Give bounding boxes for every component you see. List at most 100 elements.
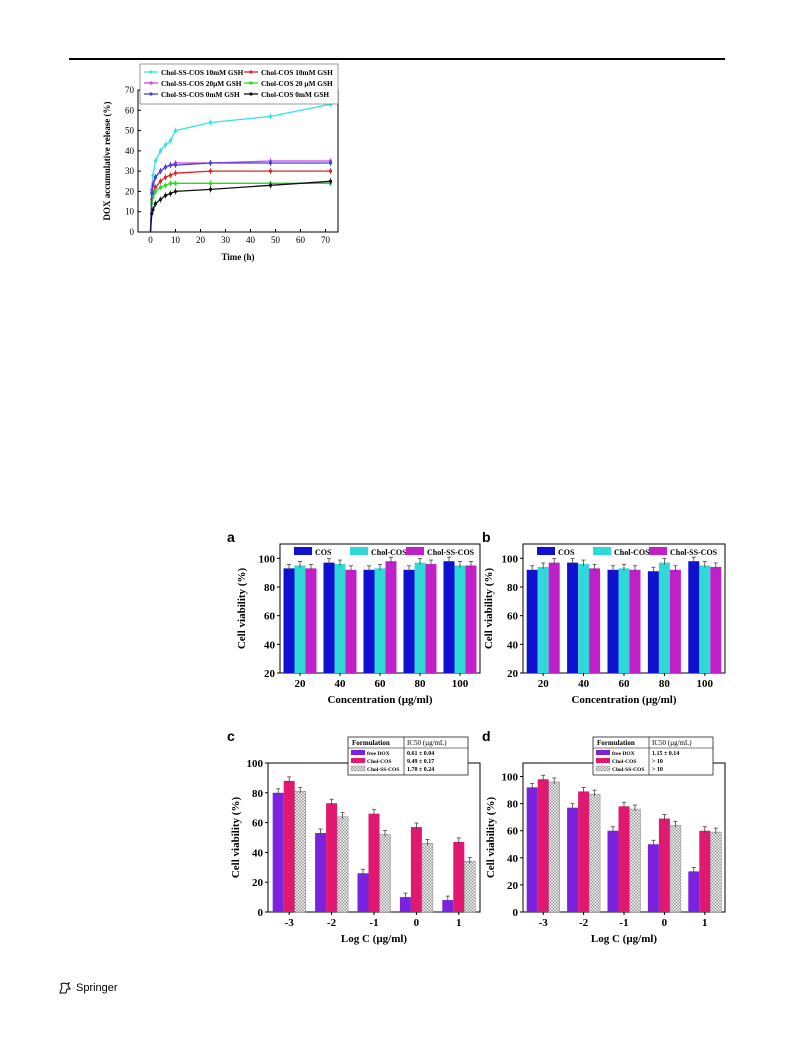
y-tick-label: 20 [507, 880, 519, 892]
panel-letter: d [482, 728, 491, 744]
bar [294, 565, 306, 673]
x-tick-label: 1 [456, 917, 462, 929]
legend-header: Formulation [597, 739, 635, 747]
legend-label: Chol-COS [612, 759, 636, 765]
legend-box [139, 63, 339, 105]
bar [425, 564, 437, 673]
bar [315, 833, 327, 912]
bar [578, 564, 590, 673]
legend-label: Chol-SS-COS [670, 548, 718, 557]
legend-label: Chol-SS-COS 10mM GSH [161, 68, 244, 77]
x-tick-label: 80 [659, 678, 671, 690]
data-point [328, 161, 333, 165]
viability-chart-a: a 20 40 60 80 100 20 40 60 80 100 Concentration (µg… [227, 529, 481, 706]
data-point [158, 185, 163, 189]
legend-label: COS [558, 548, 575, 557]
bar [465, 565, 477, 673]
data-point [168, 173, 173, 177]
legend-label: Chol-SS-COS [367, 767, 399, 773]
x-tick-label: 40 [335, 678, 347, 690]
bar [669, 825, 682, 913]
header-rule [69, 58, 725, 60]
legend-swatch [596, 750, 610, 755]
y-tick-label: 80 [264, 582, 276, 594]
viability-chart-c: c 0 20 40 60 80 100 -3 -2 -1 0 1 Log C (µg/ml) Cell v… [227, 728, 481, 945]
legend-swatch [350, 765, 366, 772]
data-point [173, 163, 178, 167]
bar [548, 562, 560, 673]
y-tick-label: 80 [252, 788, 264, 800]
y-tick-label: 40 [507, 639, 519, 651]
data-point [168, 163, 173, 167]
bar [283, 780, 295, 912]
y-tick-label: 70 [125, 85, 135, 95]
y-tick-label: 20 [252, 877, 264, 889]
bar [688, 871, 700, 912]
y-tick-label: 80 [507, 799, 519, 811]
legend-label: Chol-COS 20 µM GSH [261, 79, 333, 88]
bar [464, 861, 476, 913]
y-axis-label: DOX accumulative release (%) [102, 101, 112, 220]
legend-label: Chol-SS-COS [427, 548, 475, 557]
bar [647, 571, 659, 673]
bar [567, 562, 579, 673]
legend-box [592, 736, 714, 776]
publisher-name: Springer [76, 982, 118, 994]
legend-swatch [649, 547, 667, 555]
bar [283, 568, 295, 673]
bar [326, 803, 338, 912]
x-tick-label: 100 [452, 678, 469, 690]
data-point [168, 181, 173, 185]
data-point [151, 208, 155, 212]
bar [414, 562, 426, 673]
data-point [153, 159, 158, 163]
data-point [158, 197, 163, 202]
ic50-value: 1.15 ± 0.14 [652, 751, 679, 757]
data-point [328, 179, 333, 183]
y-tick-label: 60 [125, 105, 135, 115]
bar [421, 843, 434, 913]
bar [669, 569, 681, 673]
x-axis-label: Time (h) [221, 252, 254, 262]
data-point [158, 169, 163, 173]
legend-label: Chol-SS-COS 0mM GSH [161, 90, 240, 99]
data-point [153, 175, 158, 179]
y-tick-label: 0 [258, 907, 264, 919]
x-axis-label: Concentration (µg/ml) [571, 694, 676, 706]
bar [363, 569, 375, 673]
data-point [268, 169, 273, 173]
bar [658, 818, 670, 912]
bar [537, 566, 549, 673]
bar [699, 565, 711, 673]
bar [368, 813, 380, 912]
x-tick-label: 0 [148, 235, 153, 245]
legend-label: Chol-COS [371, 548, 407, 557]
legend-marker [249, 70, 253, 74]
data-point [150, 191, 154, 196]
series-line [149, 180, 331, 233]
ic50-value: > 10 [652, 767, 663, 773]
panel-letter: a [227, 529, 235, 545]
legend-swatch [350, 547, 368, 555]
ic50-value: 0.61 ± 0.04 [407, 751, 434, 757]
x-tick-label: 20 [538, 678, 550, 690]
bar [618, 568, 630, 673]
page-footer: Springer [58, 980, 118, 996]
x-axis-label: Concentration (µg/ml) [327, 694, 432, 706]
ic50-table-legend: Formulation IC50 (µg/mL) free DOX 0.61 ± 0.… [347, 736, 469, 776]
viability-chart-b: b 20 40 60 80 100 20 40 60 80 100 Concentration (µg… [482, 529, 726, 706]
data-point [208, 187, 213, 191]
x-tick-label: -1 [369, 917, 378, 929]
data-point [173, 128, 178, 133]
bar [443, 561, 455, 673]
bar [607, 830, 619, 912]
data-point [208, 181, 213, 185]
data-point [150, 212, 154, 216]
x-tick-label: -2 [327, 917, 337, 929]
bar [374, 568, 386, 673]
bar [334, 564, 346, 673]
legend-swatch [595, 765, 611, 772]
data-point [173, 189, 178, 194]
data-point [173, 181, 178, 185]
bar [272, 792, 284, 912]
